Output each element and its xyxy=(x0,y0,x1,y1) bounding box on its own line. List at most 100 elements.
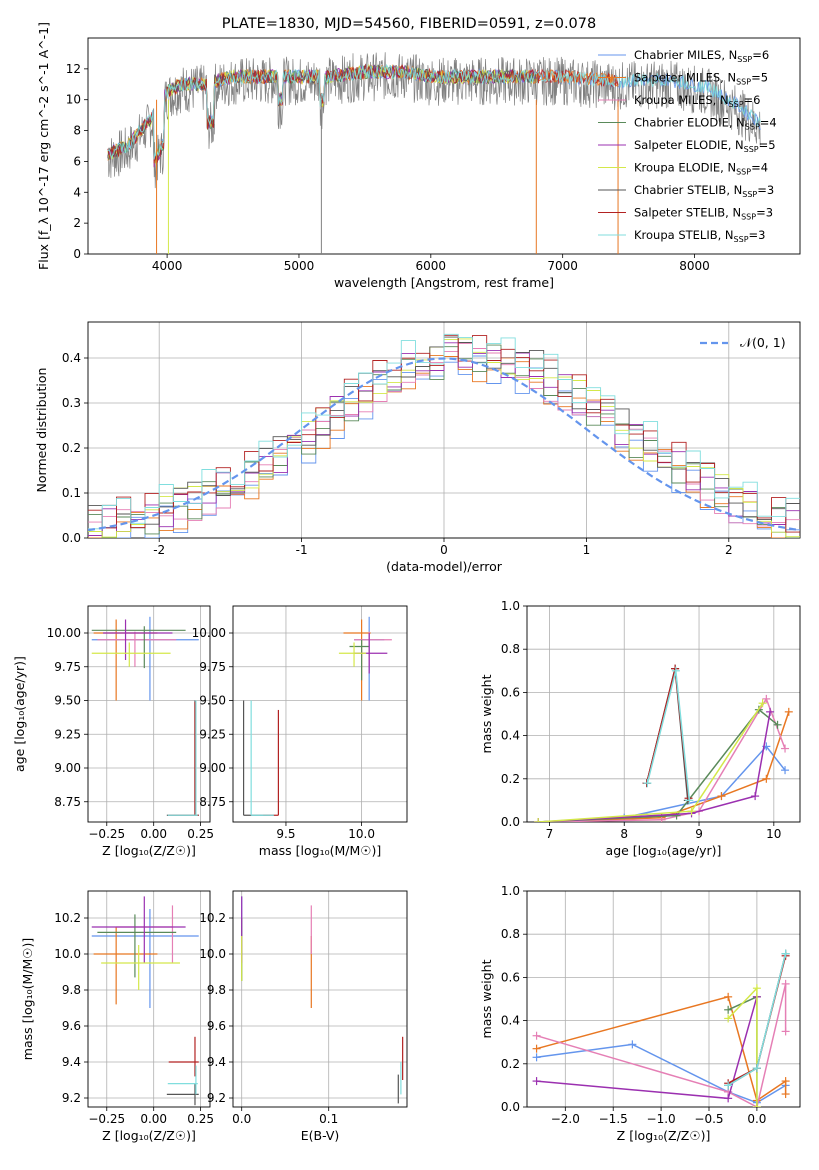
x-axis-label: Z [log₁₀(Z/Z☉)] xyxy=(102,843,196,858)
legend-label-text: Salpeter STELIB, N xyxy=(634,206,741,220)
y-axis-label: mass [log₁₀(M/M☉)] xyxy=(20,938,35,1060)
legend-label-text: Chabrier ELODIE, N xyxy=(634,116,745,130)
y-tick-label: 0.0 xyxy=(501,815,520,829)
y-tick-label: 0.6 xyxy=(501,970,520,984)
axes-0: 4000 5000 6000 7000 8000 0 2 4 6 8 10 12 wavelength … xyxy=(36,22,801,290)
axes-2: −0.25 0.00 0.25 8.75 9.00 9.25 9.50 9.75 10.00 Z … xyxy=(12,605,214,858)
x-axis-label: wavelength [Angstrom, rest frame] xyxy=(334,275,554,290)
x-tick-label: −0.25 xyxy=(88,827,125,841)
legend-label-sub: SSP xyxy=(737,55,752,64)
x-tick-label: 7 xyxy=(546,827,554,841)
axes-6: 0.0 0.1 9.2 9.4 9.6 9.8 10.0 10.2 E(B-V) xyxy=(199,890,408,1143)
legend-label-sub: SSP xyxy=(742,190,757,199)
legend-label-n: =3 xyxy=(749,228,766,242)
y-tick-label: 4 xyxy=(73,185,81,199)
legend-label: Kroupa STELIB, NSSP=3 xyxy=(634,228,765,244)
x-tick-label: 0.1 xyxy=(319,1112,338,1126)
lines-7 xyxy=(532,949,790,1107)
y-tick-label: 0 xyxy=(73,247,81,261)
y-tick-label: 9.50 xyxy=(54,694,81,708)
y-tick-label: 9.75 xyxy=(199,660,226,674)
y-tick-label: 0.0 xyxy=(501,1100,520,1114)
y-tick-label: 9.4 xyxy=(207,1055,226,1069)
legend-label-text: Chabrier STELIB, N xyxy=(634,183,742,197)
axes-frame xyxy=(87,890,211,1108)
legend-label-text: Chabrier MILES, N xyxy=(634,48,737,62)
y-tick-label: 6 xyxy=(73,154,81,168)
y-axis-label: mass weight xyxy=(479,674,494,753)
legend-label: Salpeter STELIB, NSSP=3 xyxy=(634,206,773,222)
x-tick-label: 6000 xyxy=(416,259,447,273)
x-tick-label: 0.25 xyxy=(187,1112,214,1126)
x-axis-label: Z [log₁₀(Z/Z☉)] xyxy=(617,1128,711,1143)
x-tick-label: 2 xyxy=(725,543,733,557)
y-tick-label: 0.2 xyxy=(501,772,520,786)
y-tick-label: 10.2 xyxy=(199,911,226,925)
y-tick-label: 10 xyxy=(66,93,81,107)
y-tick-label: 0.4 xyxy=(501,729,520,743)
x-tick-label: 10.0 xyxy=(348,827,375,841)
x-tick-label: 4000 xyxy=(152,259,183,273)
y-tick-label: 9.6 xyxy=(62,1019,81,1033)
axes-frame xyxy=(526,890,801,1108)
series-line xyxy=(536,983,787,1107)
x-tick-label: 0 xyxy=(440,543,448,557)
axes-3: 9.5 10.0 8.75 9.00 9.25 9.50 9.75 10.00 mass [lo… xyxy=(192,605,408,858)
legend-label-text: Kroupa MILES, N xyxy=(634,93,729,107)
axes-frame xyxy=(87,37,801,255)
x-tick-label: −1.0 xyxy=(647,1112,676,1126)
y-tick-label: 0.4 xyxy=(501,1014,520,1028)
lines-4 xyxy=(534,664,793,822)
legend-label: Chabrier ELODIE, NSSP=4 xyxy=(634,116,777,132)
legend-label: Salpeter ELODIE, NSSP=5 xyxy=(634,138,776,154)
y-tick-label: 2 xyxy=(73,216,81,230)
y-tick-label: 10.00 xyxy=(192,626,226,640)
legend-label: Kroupa MILES, NSSP=6 xyxy=(634,93,760,109)
y-tick-label: 1.0 xyxy=(501,884,520,898)
legend-label: Chabrier STELIB, NSSP=3 xyxy=(634,183,774,199)
x-tick-label: -2 xyxy=(153,543,165,557)
y-tick-label: 0.2 xyxy=(62,441,81,455)
y-tick-label: 10.2 xyxy=(54,911,81,925)
x-tick-label: 9 xyxy=(695,827,703,841)
chart-title: PLATE=1830, MJD=54560, FIBERID=0591, z=0… xyxy=(222,16,596,32)
y-tick-label: 0.8 xyxy=(501,642,520,656)
y-tick-label: 0.2 xyxy=(501,1057,520,1071)
y-tick-label: 9.8 xyxy=(62,983,81,997)
x-tick-label: 1 xyxy=(583,543,591,557)
x-axis-label: mass [log₁₀(M/M☉)] xyxy=(259,843,381,858)
y-tick-label: 9.00 xyxy=(54,761,81,775)
series-line xyxy=(538,711,790,822)
x-tick-label: −0.5 xyxy=(694,1112,723,1126)
histogram xyxy=(88,333,800,538)
y-tick-label: 9.2 xyxy=(62,1091,81,1105)
y-tick-label: 0.8 xyxy=(501,927,520,941)
x-tick-label: 0.00 xyxy=(140,1112,167,1126)
legend-label-n: =5 xyxy=(751,71,768,85)
y-tick-label: 10.0 xyxy=(54,947,81,961)
x-tick-label: 8 xyxy=(620,827,628,841)
legend-label-sub: SSP xyxy=(745,123,760,132)
axes-7: −2.0 −1.5 −1.0 −0.5 0.0 0.0 0.2 0.4 0.6 0.8 1.0 Z [… xyxy=(479,884,801,1143)
y-tick-label: 9.50 xyxy=(199,694,226,708)
gaussian-curve xyxy=(88,357,800,532)
errorbars-3 xyxy=(242,616,392,816)
y-axis-label: mass weight xyxy=(479,959,494,1038)
model-spectrum-line xyxy=(107,63,761,160)
y-axis-label: age [log₁₀(age/yr)] xyxy=(12,656,27,772)
legend-label: Chabrier MILES, NSSP=6 xyxy=(634,48,769,64)
x-tick-label: -1 xyxy=(296,543,308,557)
legend-label-sub: SSP xyxy=(744,145,759,154)
x-tick-label: 0.0 xyxy=(232,1112,251,1126)
axes-frame xyxy=(526,605,801,823)
axes-frame xyxy=(232,605,408,823)
x-tick-label: 8000 xyxy=(679,259,710,273)
spectrum-lines xyxy=(107,52,761,254)
y-tick-label: 0.0 xyxy=(62,531,81,545)
errorbars-2 xyxy=(91,616,199,816)
legend-label-n: =3 xyxy=(757,183,774,197)
y-tick-label: 9.4 xyxy=(62,1055,81,1069)
series-line xyxy=(538,708,779,822)
x-tick-label: −0.25 xyxy=(88,1112,125,1126)
